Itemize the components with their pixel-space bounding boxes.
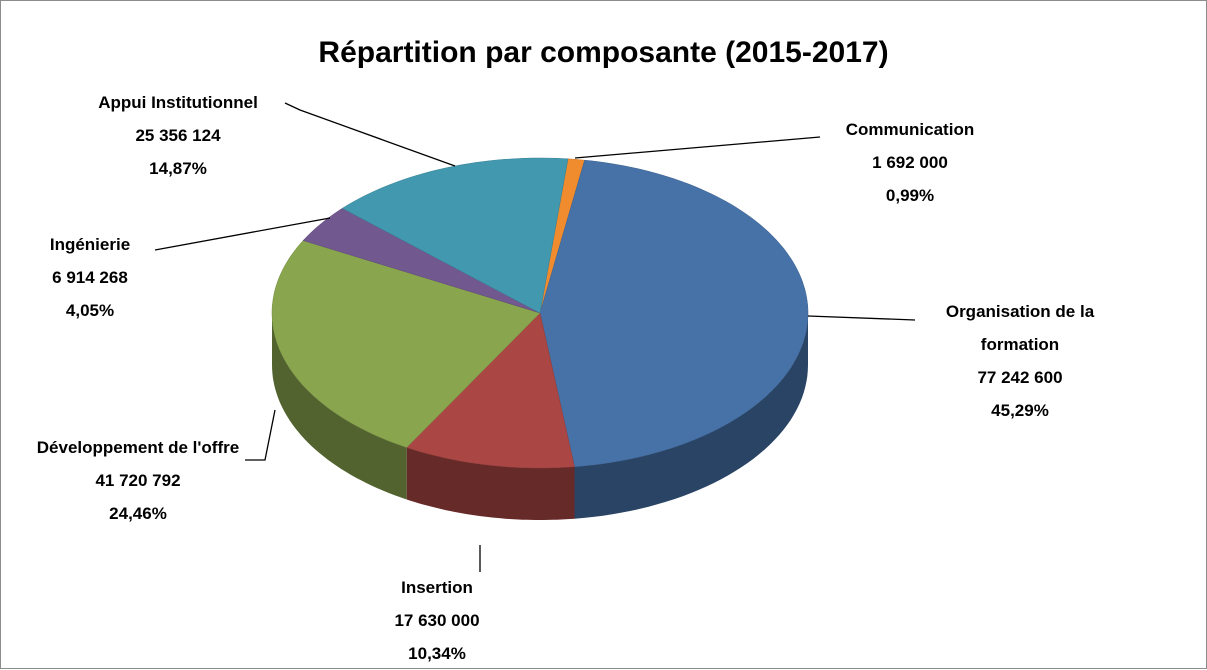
- data-label: Ingénierie 6 914 268 4,05%: [10, 228, 170, 327]
- slice: [341, 157, 569, 314]
- chart-title: Répartition par composante (2015-2017): [318, 36, 889, 69]
- data-label: Organisation de la formation 77 242 600 45…: [905, 295, 1135, 427]
- label-value: 6 914 268: [52, 268, 128, 287]
- data-label: Appui Institutionnel 25 356 124 14,87%: [58, 86, 298, 185]
- slice: [302, 208, 541, 314]
- label-percentage: 10,34%: [408, 644, 466, 663]
- data-label: Communication 1 692 000 0,99%: [810, 113, 1010, 212]
- label-percentage: 14,87%: [149, 159, 207, 178]
- label-value: 41 720 792: [95, 471, 181, 490]
- label-value: 1 692 000: [872, 153, 948, 172]
- label-value: 77 242 600: [977, 368, 1063, 387]
- leader-line: [574, 136, 821, 159]
- label-value: 25 356 124: [135, 126, 221, 145]
- leader-line: [284, 102, 456, 167]
- slice: [406, 312, 575, 469]
- data-label: Insertion 17 630 000 10,34%: [337, 571, 537, 670]
- label-category: Insertion: [401, 578, 473, 597]
- slice-side: [574, 313, 808, 519]
- label-percentage: 24,46%: [109, 504, 167, 523]
- slice-side: [272, 313, 407, 500]
- label-category: Appui Institutionnel: [98, 93, 258, 112]
- label-value: 17 630 000: [394, 611, 480, 630]
- label-percentage: 4,05%: [65, 301, 115, 320]
- label-percentage: 45,29%: [991, 401, 1049, 420]
- label-category: Ingénierie: [49, 235, 131, 254]
- label-category: Développement de l'offre: [36, 438, 240, 457]
- leader-line: [245, 409, 276, 461]
- label-category: Organisation de la formation: [945, 302, 1095, 354]
- leader-line: [807, 315, 916, 321]
- data-label: Développement de l'offre 41 720 792 24,46%: [18, 431, 258, 530]
- label-category: Communication: [845, 120, 975, 139]
- label-percentage: 0,99%: [885, 186, 935, 205]
- slice: [271, 240, 541, 448]
- leader-line: [154, 217, 331, 251]
- slice-side: [406, 447, 575, 520]
